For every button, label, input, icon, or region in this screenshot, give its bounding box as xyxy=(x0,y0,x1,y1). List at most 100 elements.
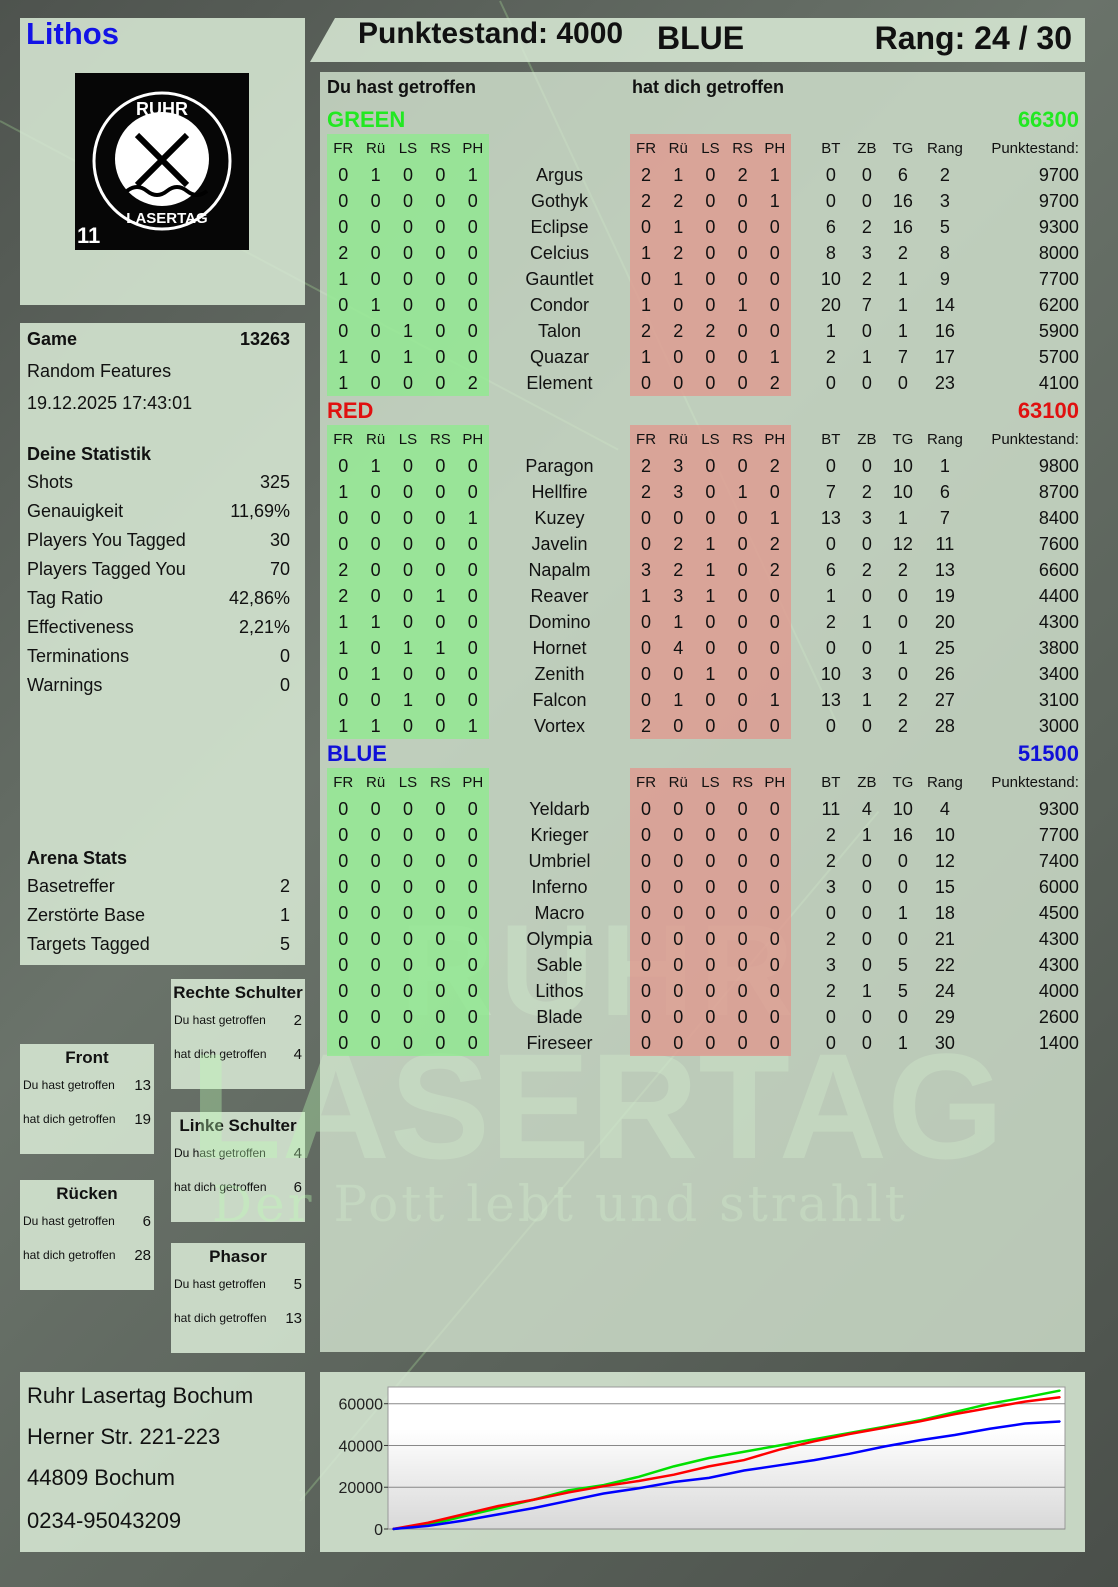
stat-cell: 7400 xyxy=(1038,850,1079,871)
column-header: LS xyxy=(391,768,425,796)
stat-cell: 6200 xyxy=(1038,294,1079,315)
stat-cell: 0 xyxy=(861,954,872,975)
stat-cell: 0 xyxy=(424,162,457,188)
game-label: Game xyxy=(27,329,78,349)
data-point xyxy=(708,1477,710,1479)
stat-cell: 1 xyxy=(662,162,695,188)
label: Du hast getroffen xyxy=(174,1146,266,1160)
stat-cell: 0 xyxy=(456,1030,489,1056)
stat-cell: 3 xyxy=(825,876,836,897)
stat-cell: 0 xyxy=(861,1032,872,1053)
stat-cell: 3 xyxy=(662,453,695,479)
stat-cell: 0 xyxy=(456,266,489,292)
hit-zone-hit-you: hat dich getroffen 28 xyxy=(20,1238,154,1272)
player-name: Sable xyxy=(536,954,583,975)
game-datetime: 19.12.2025 17:43:01 xyxy=(27,393,290,414)
data-point xyxy=(1059,1389,1061,1392)
stat-cell: 0 xyxy=(758,661,791,687)
stat-cell: 1 xyxy=(694,583,727,609)
column-header xyxy=(489,134,630,162)
column-header: Rang xyxy=(926,139,963,157)
stat-cell: 0 xyxy=(456,848,489,874)
stat-cell: 0 xyxy=(359,266,392,292)
stat-cell: 5700 xyxy=(1038,346,1079,367)
stat-cell: 0 xyxy=(726,661,759,687)
stat-cell: 8000 xyxy=(1038,242,1079,263)
team-name: RED xyxy=(327,398,374,423)
stat-cell: 0 xyxy=(897,372,908,393)
hit-zone-you-hit: Du hast getroffen 6 xyxy=(20,1204,154,1238)
stat-cell: 0 xyxy=(629,505,663,531)
stat-cell: 0 xyxy=(391,609,425,635)
stat-cell: 0 xyxy=(456,557,489,583)
stat-cell: 0 xyxy=(359,188,392,214)
stat-cell: 2 xyxy=(825,611,836,632)
stat-cell: 0 xyxy=(391,266,425,292)
stat-cell: 2 xyxy=(758,370,791,396)
label: hat dich getroffen xyxy=(174,1047,267,1061)
stat-cell: 9800 xyxy=(1038,455,1079,476)
stat-cell: 0 xyxy=(456,583,489,609)
stat-cell: 0 xyxy=(861,585,872,606)
data-point xyxy=(743,1469,745,1472)
stat-cell: 0 xyxy=(758,1004,791,1030)
data-point xyxy=(462,1519,465,1522)
stat-cell: 2 xyxy=(327,240,360,266)
stat-cell: 0 xyxy=(694,1030,727,1056)
label: Du hast getroffen xyxy=(174,1013,266,1027)
stat-cell: 0 xyxy=(629,874,663,900)
stat-cell: 18 xyxy=(934,902,955,923)
stat-row: Genauigkeit 11,69% xyxy=(27,501,290,522)
stat-cell: 1 xyxy=(359,292,392,318)
stat-cell: 0 xyxy=(424,848,457,874)
data-point xyxy=(778,1464,780,1467)
spacer xyxy=(791,874,812,900)
stat-cell: 0 xyxy=(424,1030,457,1056)
stat-cell: 0 xyxy=(694,952,727,978)
stat-cell: 0 xyxy=(825,164,836,185)
stat-cell: 0 xyxy=(694,978,727,1004)
hit-zone-panel: Rechte Schulter Du hast getroffen 2 hat dic… xyxy=(171,979,305,1089)
stat-cell: 8700 xyxy=(1038,481,1079,502)
hit-zone-panel: Phasor Du hast getroffen 5 hat dich getroff… xyxy=(171,1243,305,1353)
stat-cell: 0 xyxy=(861,715,872,736)
data-point xyxy=(532,1498,535,1501)
stat-cell: 0 xyxy=(629,661,663,687)
stat-cell: 0 xyxy=(391,796,425,822)
value: 6 xyxy=(293,1178,302,1196)
stat-value: 30 xyxy=(269,530,290,550)
spacer xyxy=(791,162,812,188)
stat-cell: 0 xyxy=(758,713,791,739)
column-header: PH xyxy=(758,768,791,796)
stat-cell: 0 xyxy=(726,344,759,370)
stat-cell: 0 xyxy=(456,188,489,214)
stat-cell: 3000 xyxy=(1038,715,1079,736)
data-point xyxy=(883,1445,886,1448)
stat-cell: 0 xyxy=(694,796,727,822)
column-headers: FR Rü LS RS PH FR Rü LS RS PH BT ZB TG Rang Punktestan… xyxy=(327,768,1079,796)
stat-cell: 0 xyxy=(327,214,360,240)
player-row: 0 0 0 0 0 Olympia 0 0 0 0 0 2 0 0 21 4300 xyxy=(327,926,1079,952)
stat-cell: 0 xyxy=(758,214,791,240)
column-header xyxy=(791,768,812,796)
player-name: Lithos xyxy=(26,16,119,51)
stat-cell: 0 xyxy=(726,796,759,822)
column-header: LS xyxy=(694,768,727,796)
data-point xyxy=(567,1489,570,1492)
stat-cell: 1 xyxy=(424,583,457,609)
column-header: TG xyxy=(892,430,914,448)
column-header: Punktestand: xyxy=(991,139,1079,157)
stat-cell: 0 xyxy=(629,900,663,926)
hit-zone-panel: Front Du hast getroffen 13 hat dich getroff… xyxy=(20,1044,154,1154)
stat-cell: 0 xyxy=(897,928,908,949)
stat-cell: 1 xyxy=(825,320,836,341)
stat-cell: 24 xyxy=(934,980,955,1001)
stat-cell: 0 xyxy=(825,372,836,393)
stat-cell: 0 xyxy=(726,240,759,266)
stat-cell: 0 xyxy=(424,874,457,900)
column-header: Punktestand: xyxy=(991,773,1079,791)
stat-cell: 9300 xyxy=(1038,798,1079,819)
stat-cell: 0 xyxy=(726,635,759,661)
column-header xyxy=(489,768,630,796)
stat-cell: 1 xyxy=(359,162,392,188)
